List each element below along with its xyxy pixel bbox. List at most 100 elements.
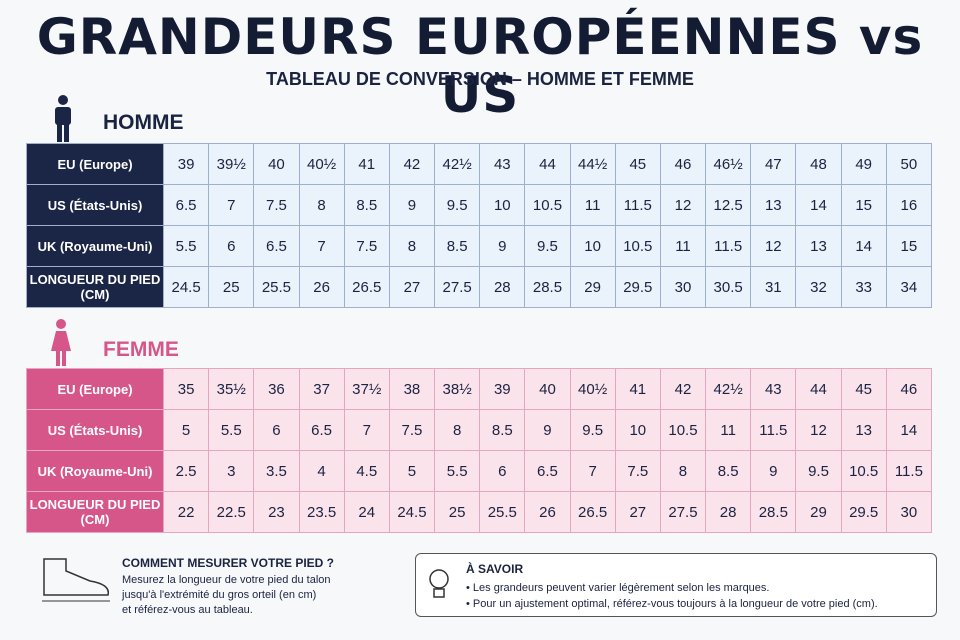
note-item: • Les grandeurs peuvent varier légèremen… <box>466 580 878 596</box>
cell: 3 <box>208 450 255 492</box>
cell: 37½ <box>343 368 390 410</box>
table-row: UK (Royaume-Uni) 5.5 6 6.5 7 7.5 8 8.5 9 9.5 10 10.… <box>26 225 933 267</box>
cell: 8 <box>659 450 707 492</box>
cell: 33 <box>840 266 887 308</box>
tip-text: Mesurez la longueur de votre pied du tal… <box>122 573 331 618</box>
cell: 7.5 <box>388 409 436 451</box>
cell: 27 <box>388 266 436 308</box>
man-icon <box>55 95 71 142</box>
cell: 3.5 <box>253 450 300 492</box>
cell: 6.5 <box>162 184 210 226</box>
cell: 40½ <box>569 368 616 410</box>
cell: 8.5 <box>479 409 526 451</box>
cell: 26 <box>524 491 571 533</box>
cell: 9.5 <box>434 184 481 226</box>
table-row: UK (Royaume-Uni) 2.5 3 3.5 4 4.5 5 5.5 6 6.5 7 7.5 8… <box>26 450 933 492</box>
cell: 14 <box>885 409 933 451</box>
cell: 9.5 <box>569 409 616 451</box>
cell: 27 <box>614 491 661 533</box>
row-label: UK (Royaume-Uni) <box>26 225 164 267</box>
cell: 5.5 <box>162 225 210 267</box>
table-row: LONGUEUR DU PIED (CM) 22 22.5 23 23.5 24 24.5 2… <box>26 491 933 533</box>
cell: 6 <box>479 450 526 492</box>
cell: 12.5 <box>705 184 752 226</box>
row-label: EU (Europe) <box>26 368 164 410</box>
foot-icon <box>42 558 110 602</box>
table-row: EU (Europe) 39 39½ 40 40½ 41 42 42½ 43 44 44½ 45 46 4… <box>26 143 933 185</box>
note-text: Les grandeurs peuvent varier légèrement … <box>472 582 770 594</box>
cell: 26.5 <box>343 266 390 308</box>
cell: 7 <box>343 409 390 451</box>
section-heading: FEMME <box>103 338 179 361</box>
cell: 24.5 <box>388 491 436 533</box>
cell: 9 <box>524 409 571 451</box>
cell: 16 <box>885 184 933 226</box>
cell: 34 <box>885 266 933 308</box>
cell: 35½ <box>208 368 255 410</box>
cell: 44 <box>524 143 571 185</box>
cell: 10 <box>479 184 526 226</box>
cell: 22.5 <box>208 491 255 533</box>
cell: 46 <box>659 143 707 185</box>
cell: 25.5 <box>253 266 300 308</box>
cell: 23 <box>253 491 300 533</box>
cell: 8 <box>298 184 345 226</box>
cell: 22 <box>162 491 210 533</box>
cell: 42½ <box>705 368 752 410</box>
row-label: EU (Europe) <box>26 143 164 185</box>
cell: 12 <box>659 184 707 226</box>
cell: 39½ <box>208 143 255 185</box>
cell: 29 <box>795 491 842 533</box>
cell: 4.5 <box>343 450 390 492</box>
cell: 42½ <box>434 143 481 185</box>
cell: 6.5 <box>298 409 345 451</box>
note-box: À SAVOIR • Les grandeurs peuvent varier … <box>415 553 937 617</box>
cell: 27.5 <box>659 491 707 533</box>
cell: 30 <box>885 491 933 533</box>
note-list: • Les grandeurs peuvent varier légèremen… <box>466 580 878 612</box>
cell: 6 <box>208 225 255 267</box>
cell: 9 <box>750 450 797 492</box>
cell: 12 <box>795 409 842 451</box>
cell: 9 <box>388 184 436 226</box>
table-row: LONGUEUR DU PIED (CM) 24.5 25 25.5 26 26.5 27 2… <box>26 266 933 308</box>
cell: 42 <box>388 143 436 185</box>
bullet: • <box>466 598 473 610</box>
cell: 5.5 <box>434 450 481 492</box>
cell: 31 <box>750 266 797 308</box>
cell: 11.5 <box>705 225 752 267</box>
cell: 11 <box>705 409 752 451</box>
women-table: EU (Europe) 35 35½ 36 37 37½ 38 38½ 39 40 40½ 41 42 4… <box>26 368 933 533</box>
cell: 50 <box>885 143 933 185</box>
cell: 10.5 <box>659 409 707 451</box>
cell: 8 <box>388 225 436 267</box>
cell: 40 <box>253 143 300 185</box>
cell: 5 <box>388 450 436 492</box>
cell: 39 <box>162 143 210 185</box>
cell: 14 <box>840 225 887 267</box>
cell: 10.5 <box>614 225 661 267</box>
bulb-icon <box>429 569 449 598</box>
cell: 7 <box>208 184 255 226</box>
cell: 38½ <box>434 368 481 410</box>
cell: 11.5 <box>885 450 933 492</box>
cell: 30 <box>659 266 707 308</box>
note-text: Pour un ajustement optimal, référez-vous… <box>472 598 878 610</box>
cell: 37 <box>298 368 345 410</box>
title: GRANDEURS EUROPÉENNES vs US <box>36 8 924 124</box>
cell: 38 <box>388 368 436 410</box>
cell: 25 <box>208 266 255 308</box>
cell: 8.5 <box>705 450 752 492</box>
cell: 29 <box>569 266 616 308</box>
cell: 9.5 <box>795 450 842 492</box>
tip-line: et référez-vous au tableau. <box>122 604 253 616</box>
cell: 40 <box>524 368 571 410</box>
cell: 25.5 <box>479 491 526 533</box>
cell: 44½ <box>569 143 616 185</box>
cell: 25 <box>434 491 481 533</box>
cell: 11 <box>569 184 616 226</box>
cell: 10 <box>569 225 616 267</box>
table-row: US (États-Unis) 6.5 7 7.5 8 8.5 9 9.5 10 10.5 11 11… <box>26 184 933 226</box>
bullet: • <box>466 582 473 594</box>
table-row: EU (Europe) 35 35½ 36 37 37½ 38 38½ 39 40 40½ 41 42 4… <box>26 368 933 410</box>
